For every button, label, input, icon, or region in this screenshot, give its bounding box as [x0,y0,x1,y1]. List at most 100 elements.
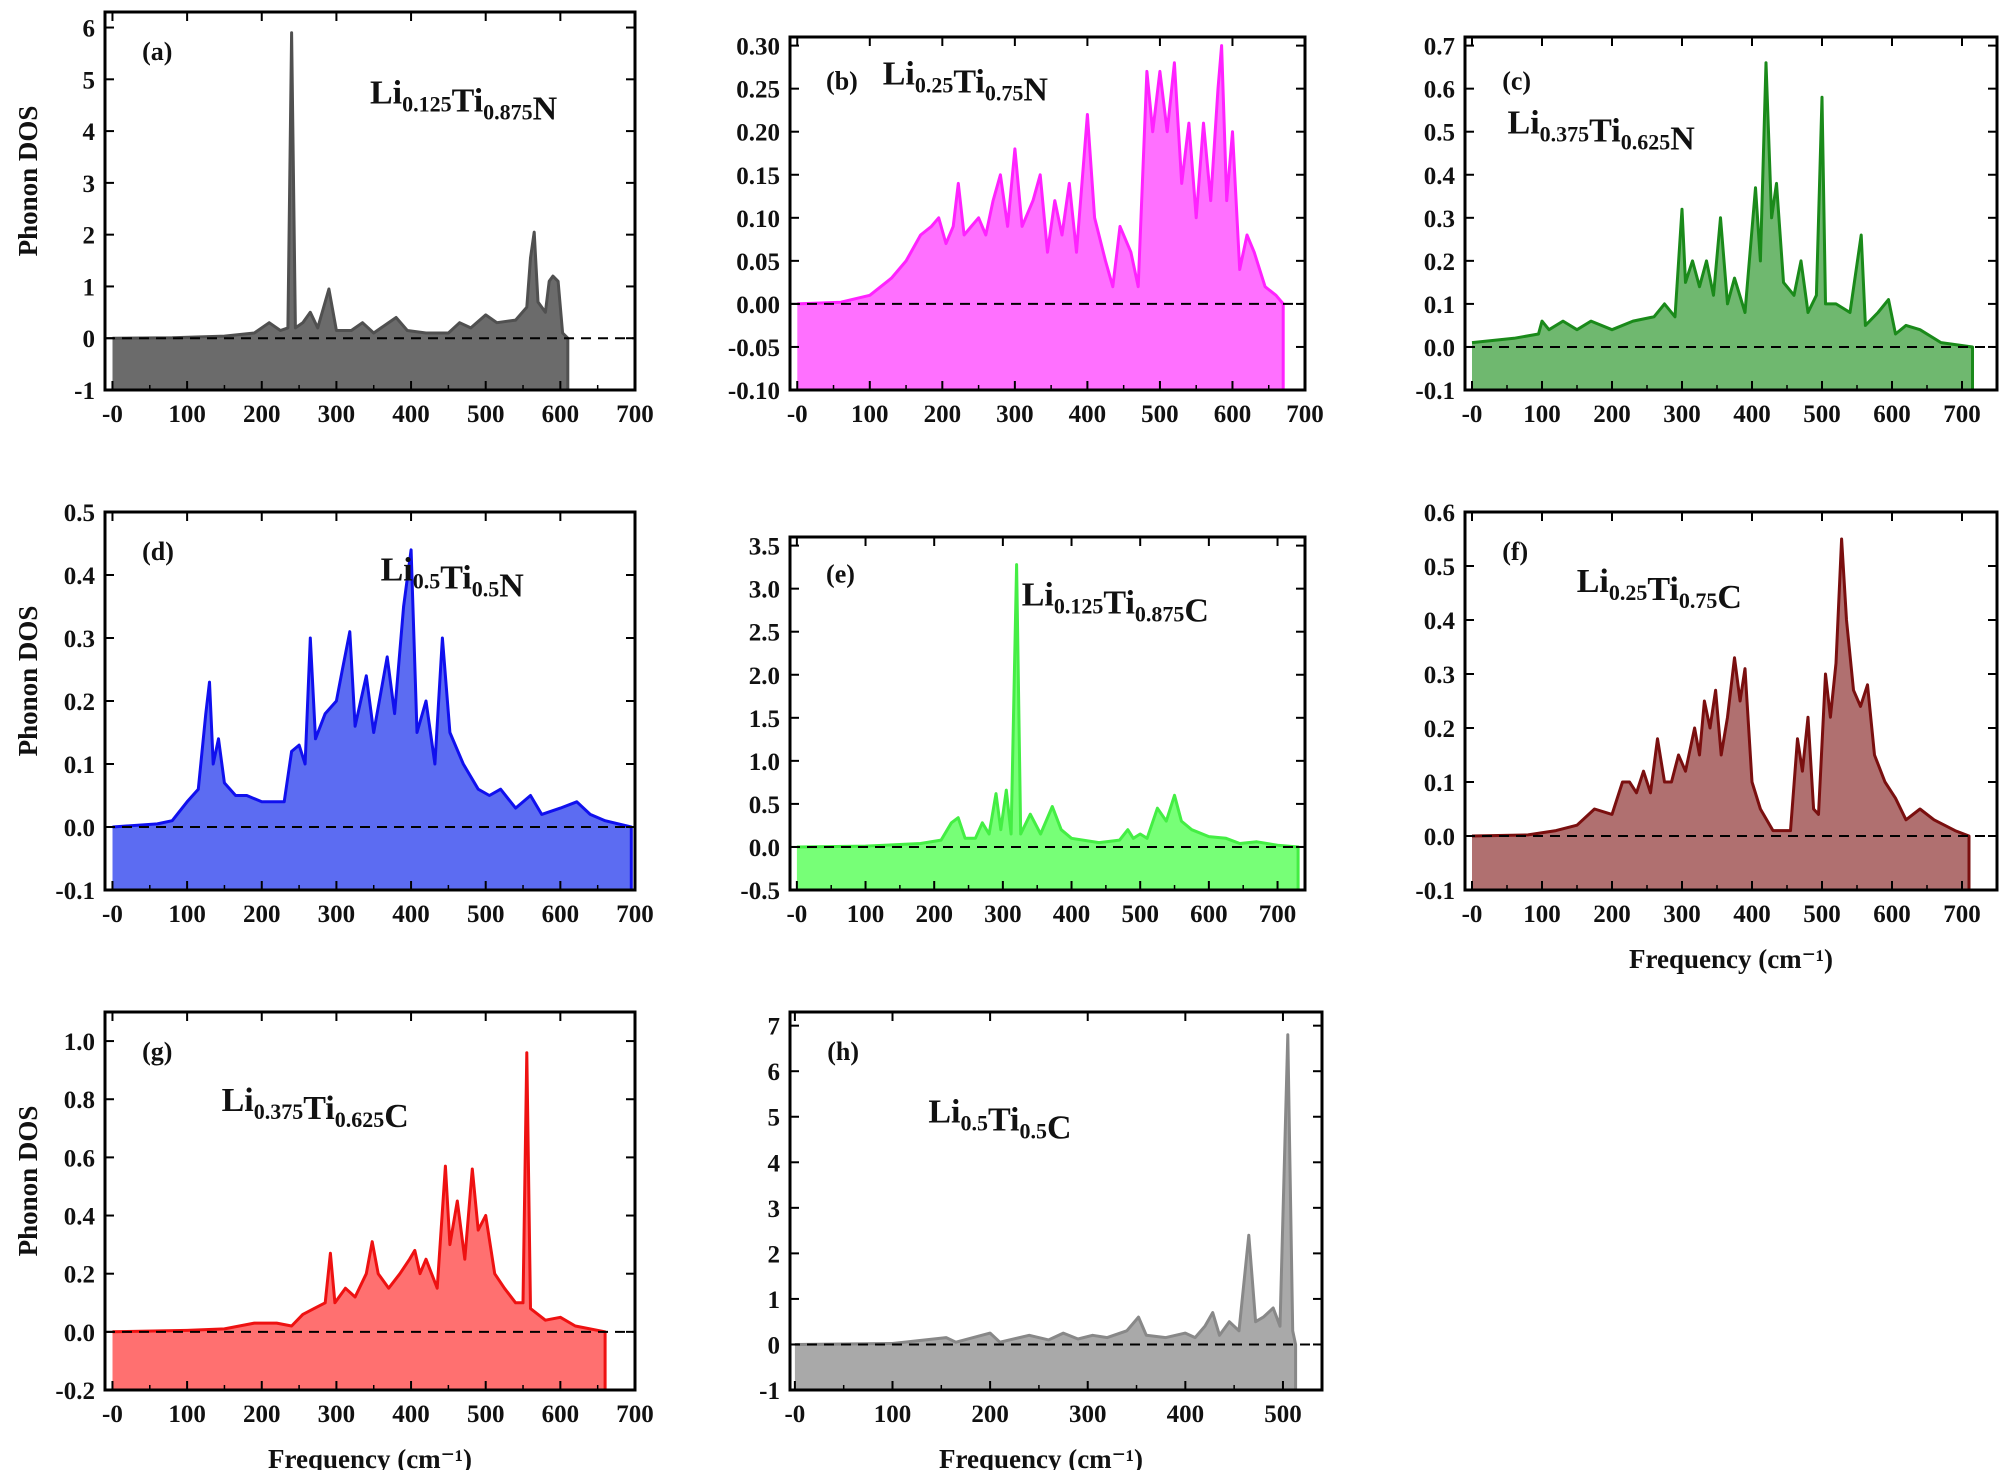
y-tick-label: 0.5 [64,500,95,527]
chart-panel-c: -0 100 200 300 400 500 600 700 -0.1 0.0 0.1 0.2 0.3 0… [1415,34,1999,428]
y-tick-label: 0.8 [64,1087,95,1114]
x-tick-label: 500 [467,1401,505,1428]
y-tick-label: 0.2 [1424,249,1455,276]
x-tick-label: 400 [1167,1401,1205,1428]
y-tick-label: -1 [74,378,95,405]
x-tick-label: 100 [1523,901,1561,928]
dos-line [1471,537,1971,890]
y-tick-label: 0.4 [64,1204,96,1231]
x-tick-label: 400 [1053,901,1091,928]
y-tick-label: 1 [768,1287,781,1314]
y-tick-label: 0.7 [1424,34,1455,61]
y-tick-label: 3 [83,171,96,198]
x-tick-label: 200 [1593,901,1631,928]
y-tick-label: 0.0 [749,835,780,862]
y-tick-label: -0.5 [740,878,780,905]
x-tick-label: 600 [1873,401,1911,428]
y-tick-label: -0.2 [55,1378,95,1405]
y-axis-title: Phonon DOS [13,1106,43,1257]
chart-panel-d: -0 100 200 300 400 500 600 700 -0.1 0.0 0.1 0.2 0.3 0… [13,500,654,928]
compound-formula: Li0.125Ti0.875C [1022,576,1209,629]
x-tick-label: 700 [1286,401,1324,428]
dos-line [1471,61,1974,390]
x-tick-label: 200 [243,401,281,428]
y-tick-label: 0.3 [1424,206,1455,233]
y-tick-label: 6 [83,16,96,43]
y-tick-label: 2 [83,223,96,250]
x-tick-label: 500 [467,901,505,928]
x-axis-title: Frequency (cm⁻¹) [1629,944,1833,974]
y-tick-label: 1.5 [749,706,780,733]
y-tick-label: 0.2 [64,1262,95,1289]
x-tick-label: 200 [924,401,962,428]
dos-line [794,1033,1298,1390]
y-tick-label: 0.15 [736,163,780,190]
y-tick-label: 0.2 [64,689,95,716]
x-tick-label: 700 [616,1401,654,1428]
y-tick-label: 0.5 [1424,554,1455,581]
plot-frame [788,35,1307,392]
x-tick-label: 400 [1733,901,1771,928]
y-tick-label: 6 [768,1059,781,1086]
panel-label: (d) [142,537,174,566]
dos-line [112,548,633,890]
dos-area [112,32,568,390]
chart-panel-g: -0 100 200 300 400 500 600 700 -0.2 0.0 0.2 0.4 0.6 0… [13,1010,654,1470]
x-tick-label: 300 [1663,401,1701,428]
x-tick-label: 500 [1121,901,1159,928]
plot-frame [1463,35,1999,392]
x-tick-label: 100 [1523,401,1561,428]
y-tick-label: 0.6 [1424,77,1455,104]
y-tick-label: 4 [768,1150,781,1177]
plot-frame [103,10,637,392]
x-tick-label: 300 [318,1401,356,1428]
x-tick-label: -0 [1462,901,1483,928]
plot-frame [788,1010,1324,1392]
x-tick-label: 700 [1943,901,1981,928]
x-tick-label: 400 [1733,401,1771,428]
y-tick-label: 4 [83,119,96,146]
compound-formula: Li0.375Ti0.625C [222,1082,409,1135]
x-tick-label: -0 [1462,401,1483,428]
x-tick-label: 300 [1663,901,1701,928]
dos-line [797,44,1285,390]
x-tick-label: 100 [168,401,206,428]
y-tick-label: -1 [759,1378,780,1405]
x-tick-label: 500 [1803,401,1841,428]
x-tick-label: 700 [1259,901,1297,928]
x-tick-label: 600 [542,1401,580,1428]
compound-formula: Li0.125Ti0.875N [370,74,558,127]
x-tick-label: 400 [1069,401,1107,428]
chart-panel-h: -0 100 200 300 400 500 -1 0 1 2 3 4 5 6 7 (h) Li0.5Ti0.5… [759,1010,1324,1470]
y-tick-label: 2.5 [749,620,780,647]
x-tick-label: 200 [1593,401,1631,428]
x-tick-label: 400 [392,901,430,928]
dos-line [112,1051,607,1390]
plot-frame [1463,510,1999,892]
x-tick-label: 600 [542,901,580,928]
x-tick-label: 200 [243,1401,281,1428]
y-tick-label: -0.1 [1415,878,1455,905]
panel-label: (h) [827,1037,859,1066]
dos-area [794,1034,1296,1390]
panel-label: (g) [142,1037,172,1066]
y-tick-label: 0.25 [736,77,780,104]
y-tick-label: 5 [83,67,96,94]
y-tick-label: 3.5 [749,534,780,561]
panel-label: (f) [1502,537,1528,566]
y-tick-label: 0.00 [736,292,780,319]
compound-formula: Li0.5Ti0.5C [928,1093,1071,1146]
x-tick-label: 300 [1069,1401,1107,1428]
compound-formula: Li0.25Ti0.75C [1577,563,1742,616]
y-axis-title: Phonon DOS [13,106,43,257]
x-tick-label: -0 [784,1401,805,1428]
x-tick-label: 100 [168,901,206,928]
y-tick-label: 3 [768,1196,781,1223]
y-tick-label: 2 [768,1241,781,1268]
y-tick-label: 0 [83,326,96,353]
x-tick-label: 600 [1214,401,1252,428]
plot-frame [788,535,1307,892]
x-tick-label: -0 [787,401,808,428]
x-tick-label: 300 [318,901,356,928]
